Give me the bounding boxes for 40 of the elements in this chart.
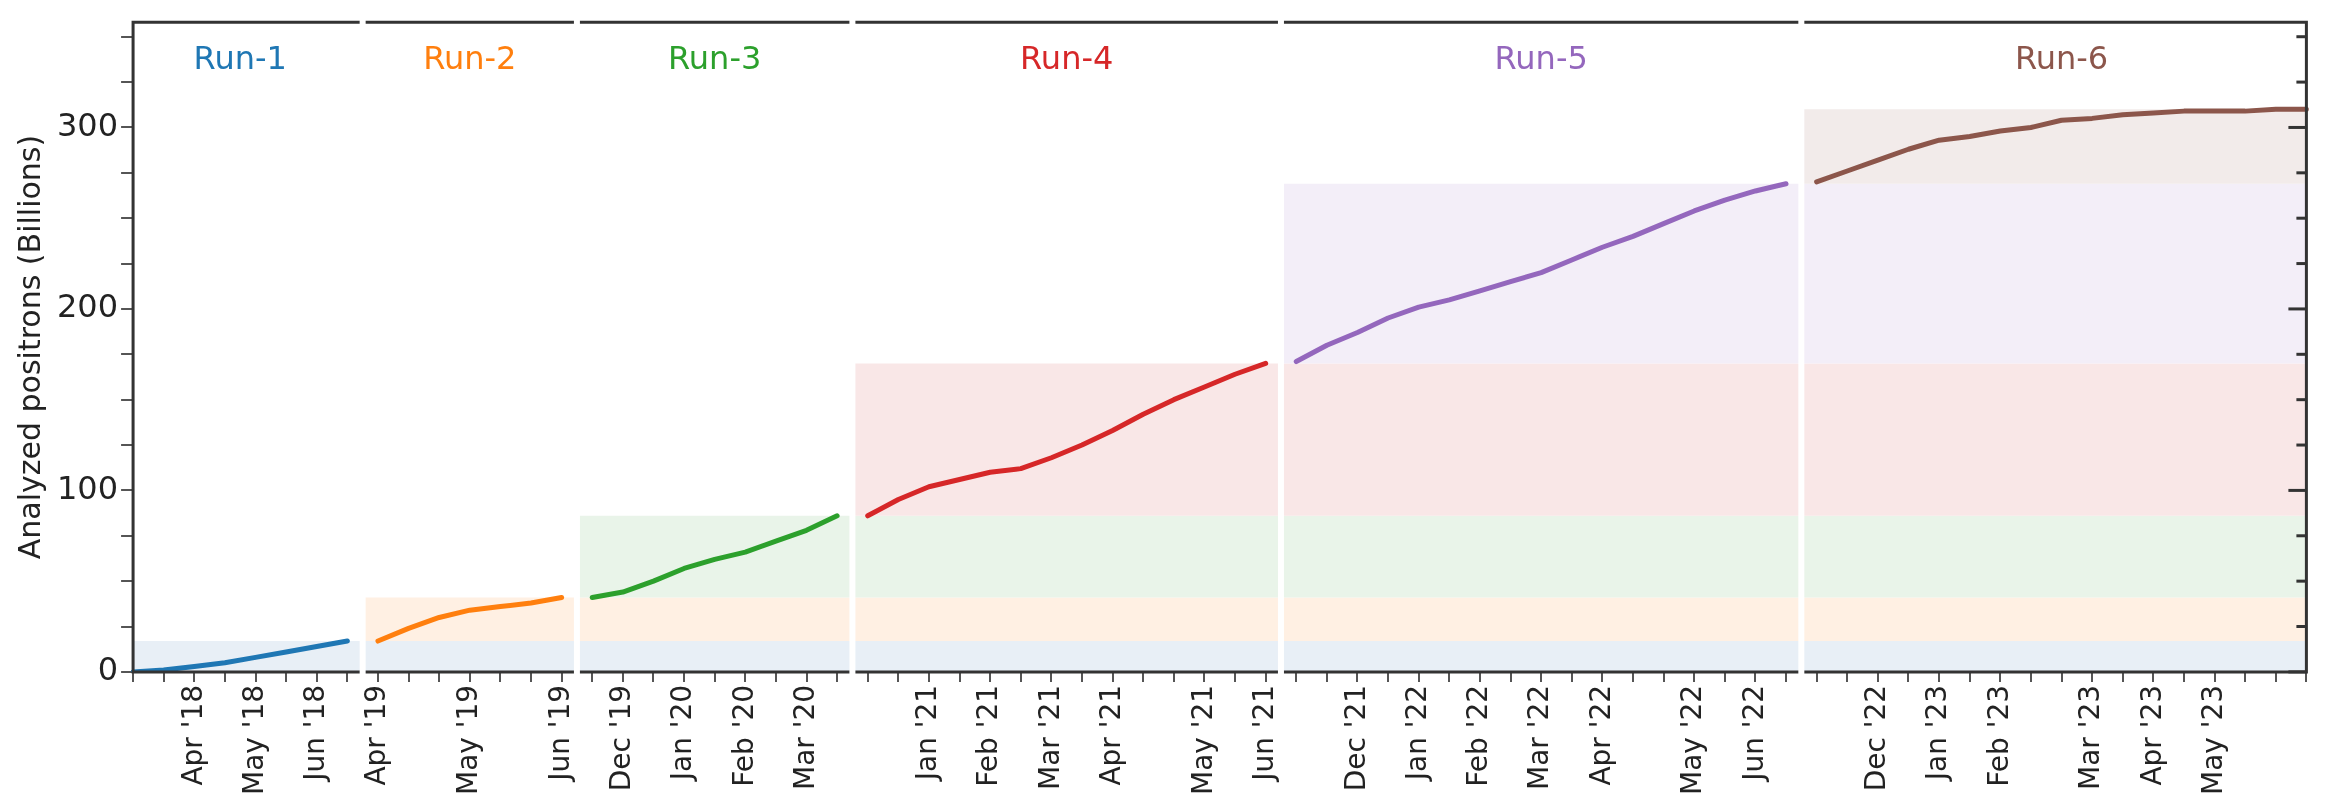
y-tick-label: 200 xyxy=(57,287,119,326)
x-tick-label: Apr '22 xyxy=(1583,684,1617,786)
x-tick-label: May '19 xyxy=(451,684,485,796)
x-tick-label: Dec '21 xyxy=(1338,684,1372,792)
text: Run-5 xyxy=(1494,38,1588,77)
x-tick-label: Dec '19 xyxy=(604,684,638,792)
x-tick-label: May '21 xyxy=(1185,684,1219,796)
x-tick-label: Apr '23 xyxy=(2134,684,2168,786)
x-tick-label: Jun '19 xyxy=(542,684,576,783)
x-tick-label: Feb '22 xyxy=(1461,684,1495,787)
x-tick-label: Mar '22 xyxy=(1522,684,1556,790)
x-tick-label: May '18 xyxy=(236,684,270,796)
x-tick-label: Apr '21 xyxy=(1093,684,1127,786)
x-tick-label: Jun '18 xyxy=(298,684,332,783)
x-tick-label: Feb '20 xyxy=(726,684,760,787)
x-tick-label: Jan '20 xyxy=(665,684,699,783)
x-tick-label: Jan '23 xyxy=(1920,684,1954,783)
x-tick-label: Feb '21 xyxy=(971,684,1005,787)
x-tick-label: Mar '23 xyxy=(2073,684,2107,790)
x-tick-label: Jun '21 xyxy=(1246,684,1280,783)
x-tick-label: May '22 xyxy=(1675,684,1709,796)
text: Run-3 xyxy=(668,38,762,77)
y-axis-title: Analyzed positrons (Billions) xyxy=(11,134,47,560)
series-label: Run-6 xyxy=(2014,38,2109,77)
x-tick-label: Jan '21 xyxy=(910,684,944,783)
x-tick-label: Jun '22 xyxy=(1736,684,1770,783)
x-tick-label: Dec '22 xyxy=(1859,684,1893,792)
y-tick-label: 100 xyxy=(57,468,119,507)
text: Run-1 xyxy=(193,38,287,77)
x-tick-label: May '23 xyxy=(2195,684,2229,796)
text: Run-4 xyxy=(1020,38,1114,77)
text: Run-2 xyxy=(423,38,517,77)
x-tick-label: Apr '18 xyxy=(175,684,209,786)
x-tick-label: Mar '20 xyxy=(787,684,821,790)
y-tick-label: 300 xyxy=(57,105,119,144)
y-tick-label: 0 xyxy=(97,650,119,689)
x-tick-label: Mar '21 xyxy=(1032,684,1066,790)
x-tick-label: Jan '22 xyxy=(1399,684,1433,783)
x-tick-label: Apr '19 xyxy=(359,684,393,786)
x-tick-label: Feb '23 xyxy=(1981,684,2015,787)
